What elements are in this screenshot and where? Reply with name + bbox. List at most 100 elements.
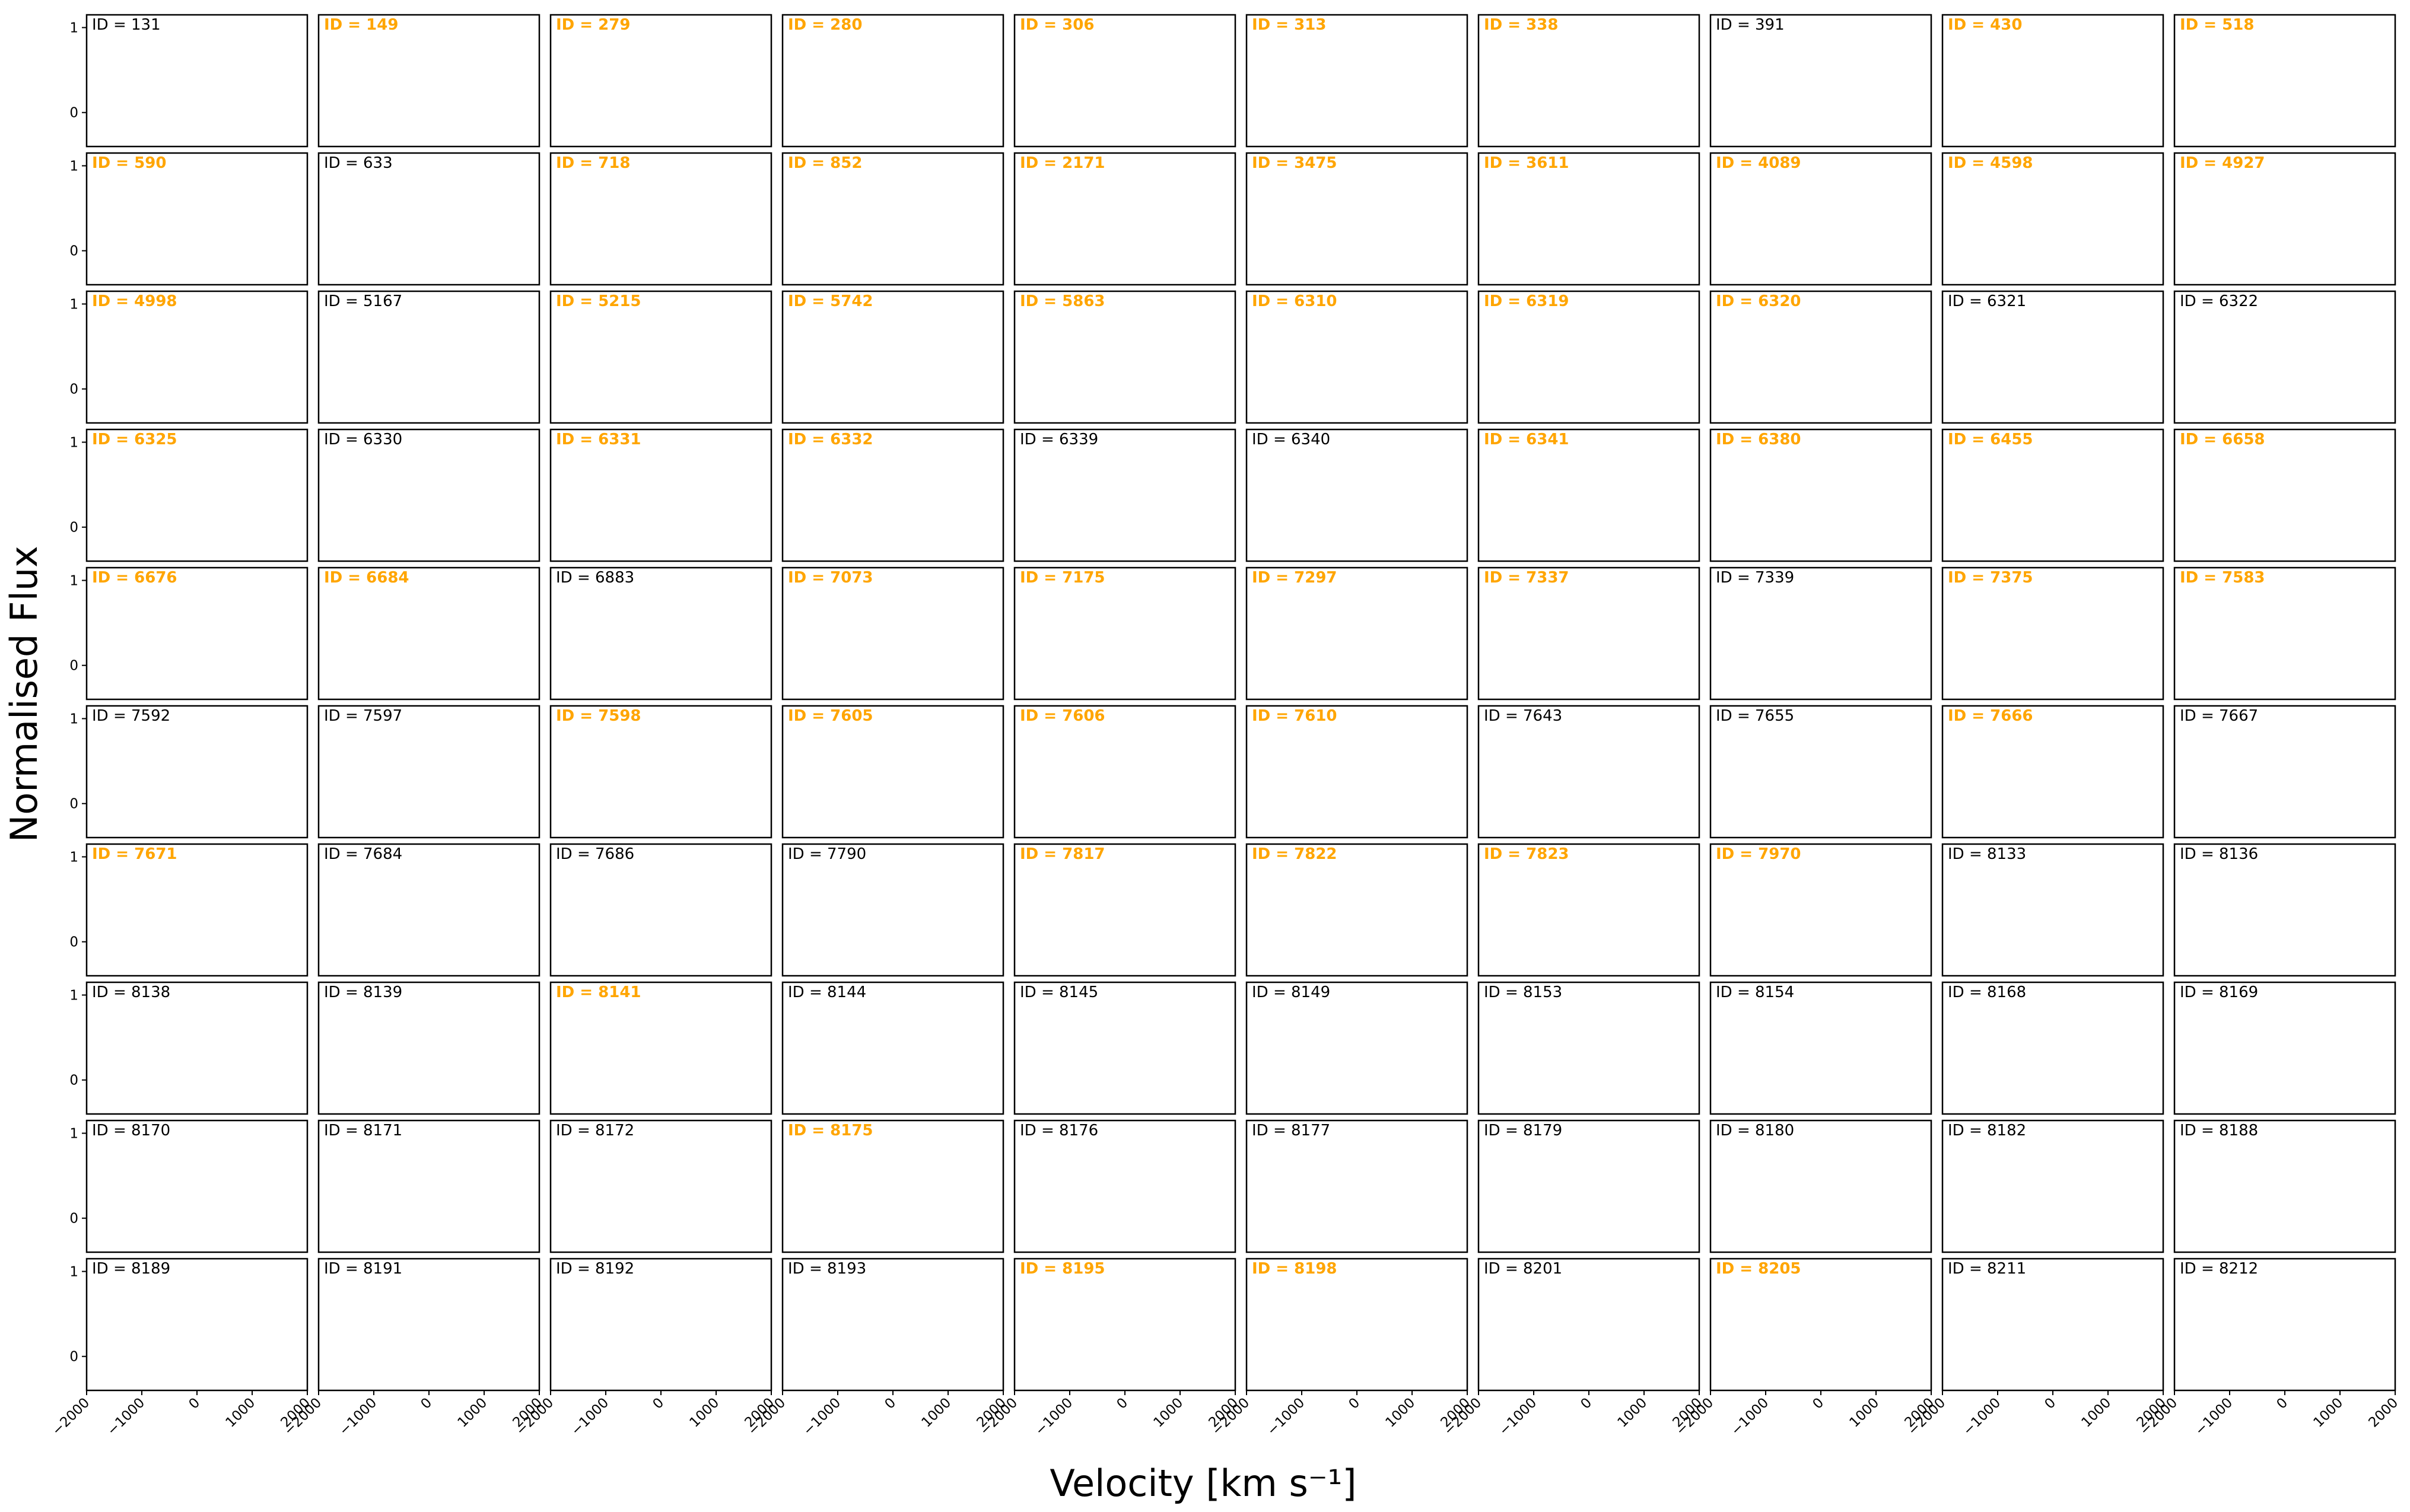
panel-7817: ID = 7817 [1013, 843, 1236, 977]
panel-7339: ID = 7339 [1709, 566, 1932, 701]
panel-id-label: ID = 8182 [1948, 1122, 2026, 1139]
panel-id-label: ID = 149 [324, 16, 398, 34]
panel-frame [1013, 981, 1236, 1115]
panel-frame [781, 152, 1004, 286]
panel-frame [85, 981, 309, 1115]
panel-id-label: ID = 6455 [1948, 431, 2033, 448]
panel-8175: ID = 8175 [781, 1119, 1004, 1253]
panel-590: ID = 590 0 1 [69, 152, 309, 286]
panel-8138: ID = 8138 0 1 [69, 981, 309, 1115]
panel-id-label: ID = 5863 [1020, 292, 1105, 310]
panel-149: ID = 149 [317, 14, 540, 148]
panel-8211: ID = 8211−2000 −1000 0 1000 2000 [1905, 1258, 2169, 1438]
panel-frame [317, 705, 540, 839]
panel-7605: ID = 7605 [781, 705, 1004, 839]
y-tick-label: 1 [69, 1126, 78, 1141]
y-tick-label: 1 [69, 573, 78, 588]
panel-6330: ID = 6330 [317, 428, 540, 562]
panel-frame [1709, 1258, 1932, 1392]
panel-frame [1477, 152, 1700, 286]
panel-2171: ID = 2171 [1013, 152, 1236, 286]
panel-frame [1013, 566, 1236, 701]
panel-id-label: ID = 7684 [324, 845, 402, 863]
panel-id-label: ID = 8144 [788, 983, 866, 1001]
panel-frame [549, 290, 772, 424]
panel-8172: ID = 8172 [549, 1119, 772, 1253]
panel-6340: ID = 6340 [1245, 428, 1468, 562]
panel-frame [1013, 843, 1236, 977]
panel-313: ID = 313 [1245, 14, 1468, 148]
panel-frame [1941, 705, 2164, 839]
panel-frame [1709, 843, 1932, 977]
panel-6380: ID = 6380 [1709, 428, 1932, 562]
panel-8141: ID = 8141 [549, 981, 772, 1115]
panel-6658: ID = 6658 [2173, 428, 2396, 562]
panel-id-label: ID = 8179 [1484, 1122, 1562, 1139]
panel-frame [1013, 290, 1236, 424]
panel-id-label: ID = 8177 [1252, 1122, 1330, 1139]
panel-id-label: ID = 8180 [1716, 1122, 1794, 1139]
panel-id-label: ID = 313 [1252, 16, 1326, 34]
x-tick-label: −1000 [568, 1395, 612, 1438]
panel-8177: ID = 8177 [1245, 1119, 1468, 1253]
panel-frame [1709, 290, 1932, 424]
panel-6676: ID = 6676 0 1 [69, 566, 309, 701]
x-tick-label: −1000 [2192, 1395, 2236, 1438]
panel-id-label: ID = 6339 [1020, 431, 1098, 448]
panel-frame [1709, 566, 1932, 701]
panel-7970: ID = 7970 [1709, 843, 1932, 977]
panel-id-label: ID = 8195 [1020, 1260, 1105, 1278]
x-tick-label: −1000 [1264, 1395, 1308, 1438]
panel-frame [1941, 152, 2164, 286]
x-tick-label: 1000 [918, 1395, 954, 1431]
panel-id-label: ID = 852 [788, 154, 862, 172]
panel-5742: ID = 5742 [781, 290, 1004, 424]
panel-id-label: ID = 8211 [1948, 1260, 2026, 1278]
panel-frame [781, 981, 1004, 1115]
panel-id-label: ID = 8133 [1948, 845, 2026, 863]
panel-7583: ID = 7583 [2173, 566, 2396, 701]
x-tick-label: 0 [1114, 1395, 1131, 1412]
y-tick-label: 1 [69, 20, 78, 36]
panel-id-label: ID = 7375 [1948, 569, 2033, 587]
panel-id-label: ID = 8188 [2180, 1122, 2258, 1139]
panel-id-label: ID = 4927 [2180, 154, 2265, 172]
panel-279: ID = 279 [549, 14, 772, 148]
panel-id-label: ID = 518 [2180, 16, 2254, 34]
panel-id-label: ID = 8153 [1484, 983, 1562, 1001]
x-tick-label: −1000 [336, 1395, 380, 1438]
panel-8180: ID = 8180 [1709, 1119, 1932, 1253]
panel-391: ID = 391 [1709, 14, 1932, 148]
panel-id-label: ID = 5215 [556, 292, 641, 310]
panel-frame [1477, 566, 1700, 701]
panel-8145: ID = 8145 [1013, 981, 1236, 1115]
x-tick-label: 2000 [2366, 1395, 2401, 1431]
panel-id-label: ID = 7822 [1252, 845, 1337, 863]
x-tick-label: 1000 [1846, 1395, 1882, 1431]
panel-id-label: ID = 8139 [324, 983, 402, 1001]
panel-id-label: ID = 8154 [1716, 983, 1794, 1001]
y-tick-label: 1 [69, 1264, 78, 1279]
panel-frame [1477, 428, 1700, 562]
panel-frame [85, 14, 309, 148]
panel-id-label: ID = 7598 [556, 707, 641, 725]
panel-frame [1941, 566, 2164, 701]
panel-id-label: ID = 6325 [92, 431, 177, 448]
panel-id-label: ID = 590 [92, 154, 166, 172]
panel-frame [1709, 705, 1932, 839]
panel-430: ID = 430 [1941, 14, 2164, 148]
panel-7686: ID = 7686 [549, 843, 772, 977]
panel-frame [85, 428, 309, 562]
panel-6331: ID = 6331 [549, 428, 772, 562]
panel-280: ID = 280 [781, 14, 1004, 148]
panel-id-label: ID = 7073 [788, 569, 873, 587]
panel-id-label: ID = 8138 [92, 983, 170, 1001]
panel-7655: ID = 7655 [1709, 705, 1932, 839]
panel-id-label: ID = 6341 [1484, 431, 1569, 448]
panel-frame [549, 428, 772, 562]
x-tick-label: 0 [418, 1395, 435, 1412]
panel-6332: ID = 6332 [781, 428, 1004, 562]
panel-id-label: ID = 6322 [2180, 292, 2258, 310]
panel-7684: ID = 7684 [317, 843, 540, 977]
